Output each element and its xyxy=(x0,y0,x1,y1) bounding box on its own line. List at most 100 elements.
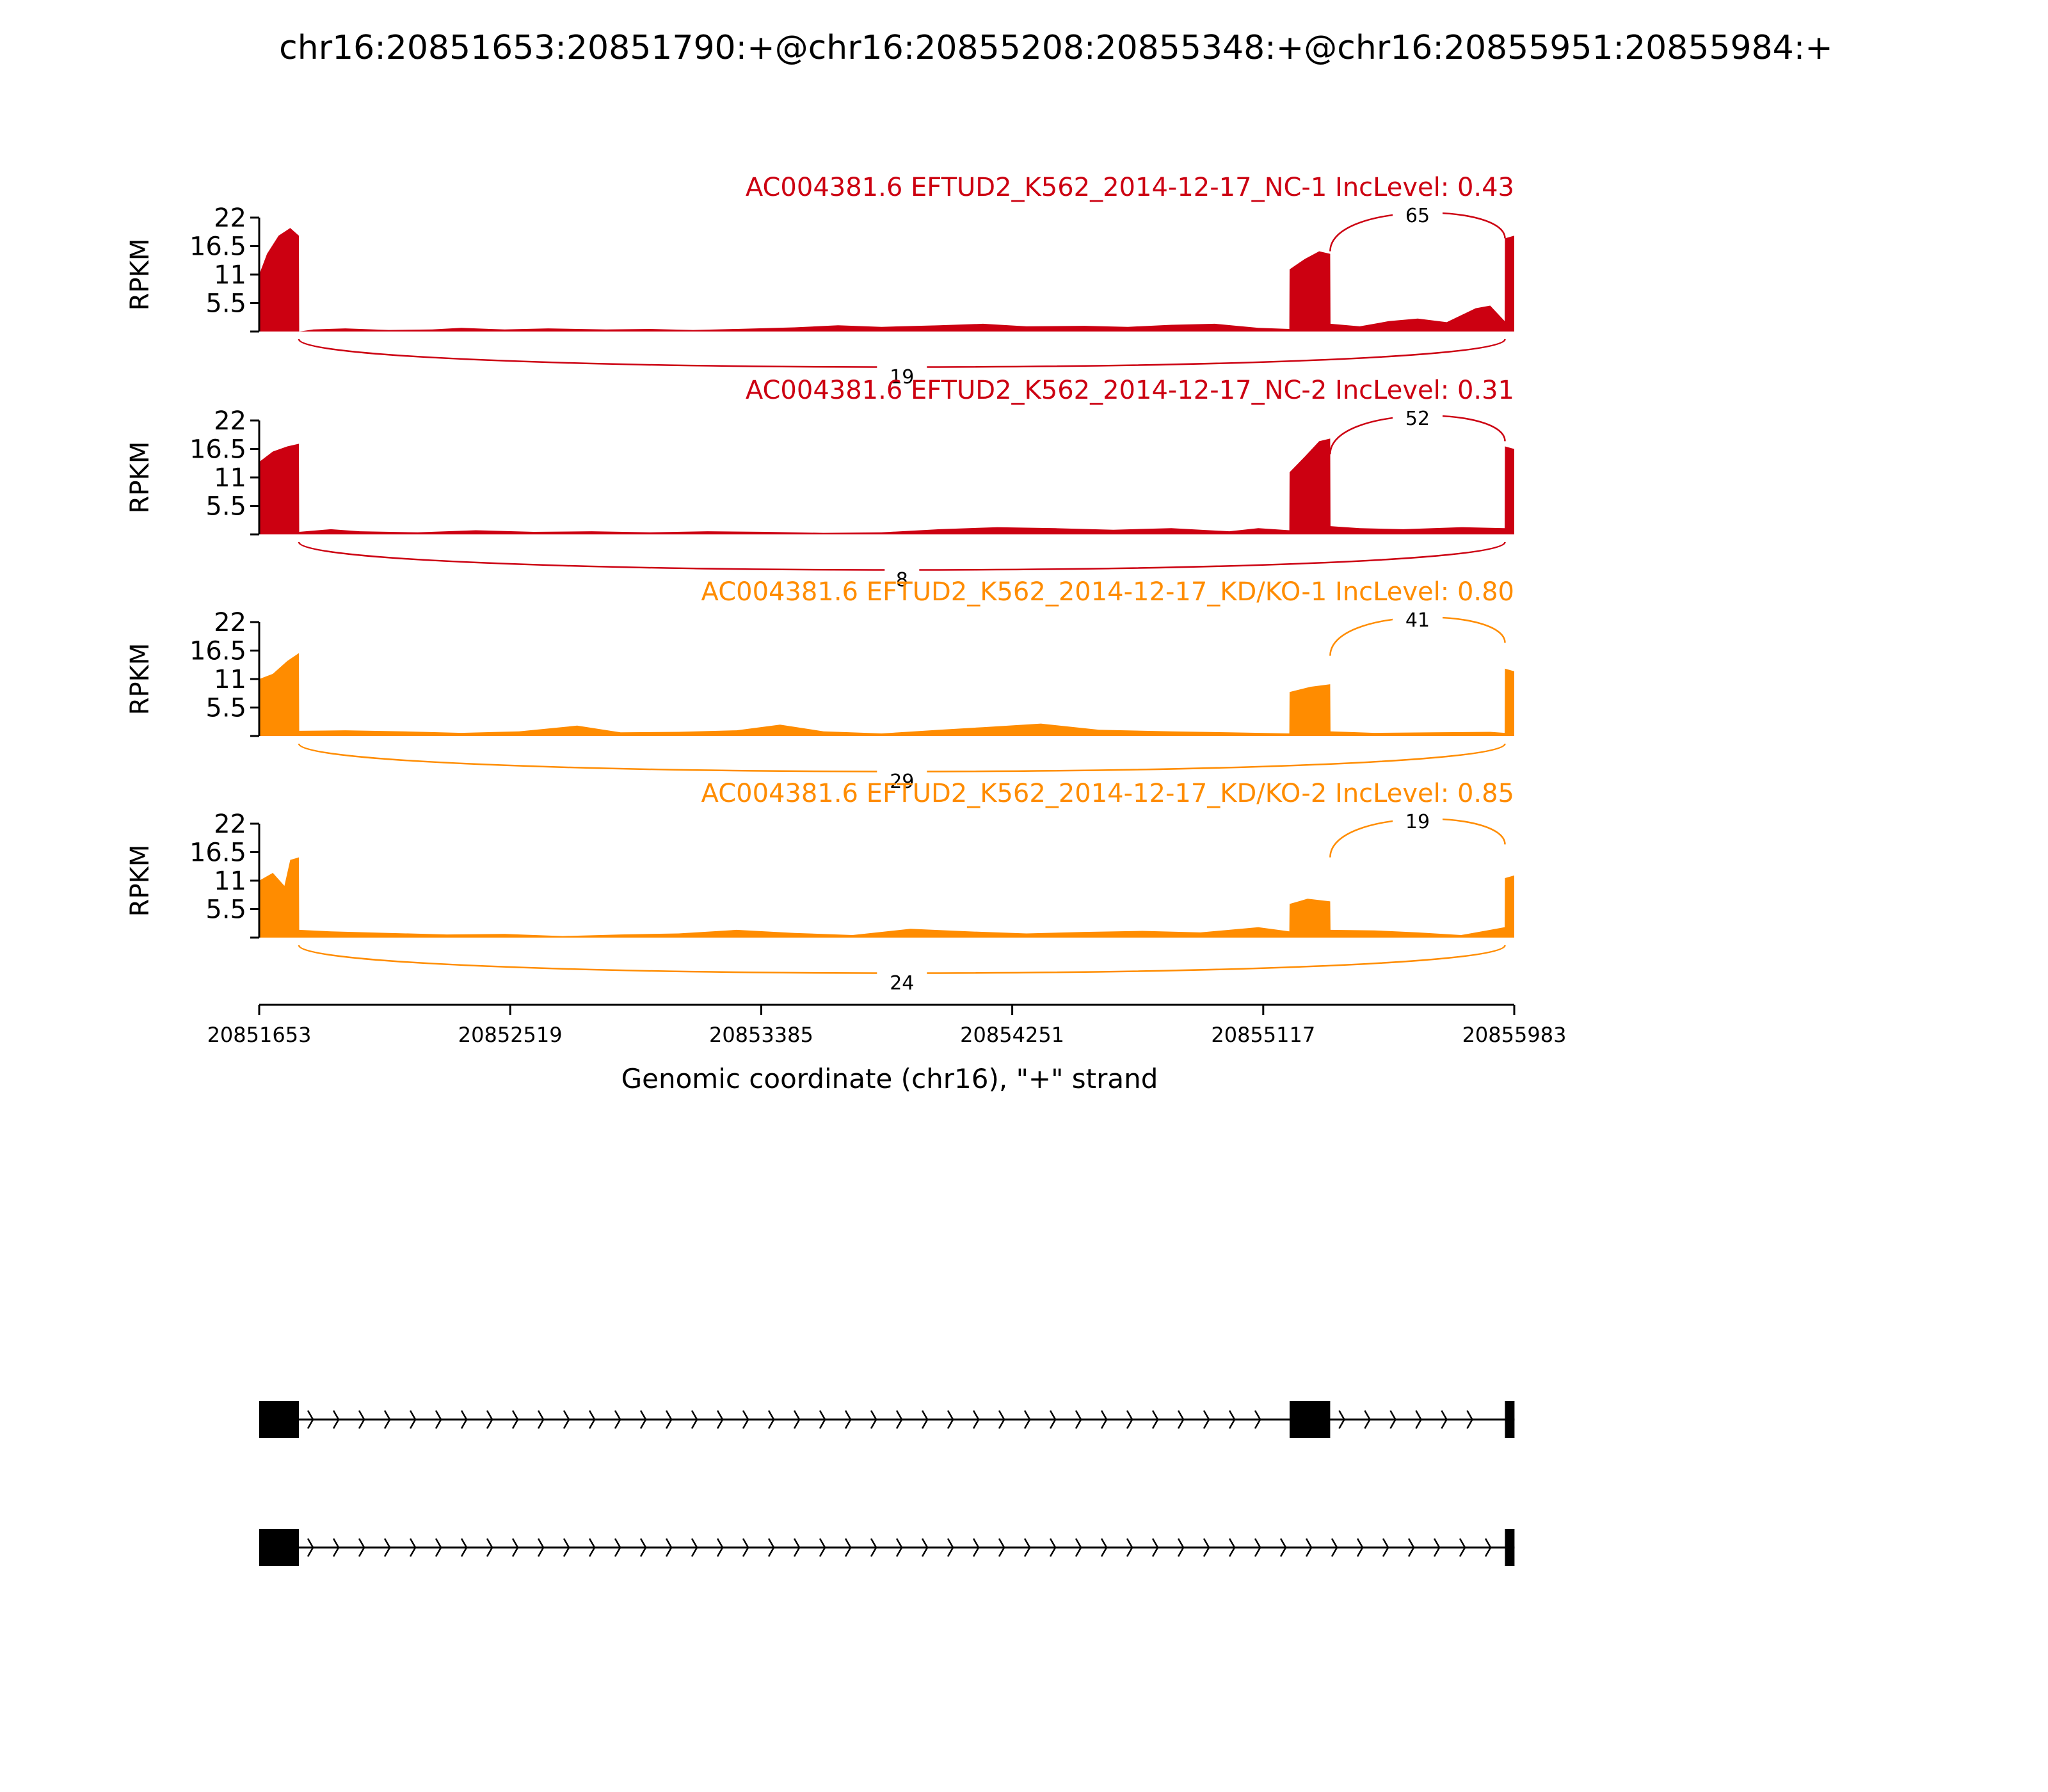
strand-arrow xyxy=(1254,1538,1261,1557)
junction-count-box xyxy=(877,364,927,389)
strand-arrow xyxy=(486,1538,493,1557)
y-tick-label: 22 xyxy=(214,406,246,436)
strand-arrow xyxy=(1389,1410,1396,1429)
strand-arrow xyxy=(1433,1538,1441,1557)
junction-arc xyxy=(298,541,1506,571)
strand-arrow xyxy=(1254,1410,1261,1429)
y-tick-label: 11 xyxy=(214,867,246,896)
strand-arrow xyxy=(511,1410,519,1429)
strand-arrow xyxy=(409,1538,417,1557)
strand-arrow xyxy=(742,1410,749,1429)
strand-arrow xyxy=(639,1538,647,1557)
x-axis-label: Genomic coordinate (chr16), "+" strand xyxy=(621,1063,1158,1094)
strand-arrow xyxy=(588,1410,596,1429)
strand-arrow xyxy=(1023,1538,1031,1557)
strand-arrow xyxy=(383,1538,391,1557)
track-title: AC004381.6 EFTUD2_K562_2014-12-17_NC-2 I… xyxy=(746,376,1514,405)
strand-arrow xyxy=(895,1538,903,1557)
strand-arrow xyxy=(1177,1538,1185,1557)
strand-arrow xyxy=(1203,1410,1210,1429)
strand-arrow xyxy=(614,1538,621,1557)
track-title: AC004381.6 EFTUD2_K562_2014-12-17_KD/KO-… xyxy=(701,577,1514,607)
strand-arrow xyxy=(563,1410,570,1429)
x-tick-label: 20852519 xyxy=(458,1023,563,1047)
junction-arc xyxy=(298,945,1506,974)
exon-block xyxy=(1505,1401,1515,1438)
strand-arrow xyxy=(1466,1410,1473,1429)
strand-arrow xyxy=(921,1538,929,1557)
exon-block xyxy=(259,1401,299,1438)
strand-arrow xyxy=(1100,1538,1108,1557)
strand-arrow xyxy=(358,1410,365,1429)
strand-arrow xyxy=(563,1538,570,1557)
junction-count-box xyxy=(1393,405,1443,431)
strand-arrow xyxy=(895,1410,903,1429)
strand-arrow xyxy=(614,1410,621,1429)
strand-arrow xyxy=(486,1410,493,1429)
strand-arrow xyxy=(1356,1538,1364,1557)
y-tick-label: 16.5 xyxy=(189,435,246,465)
strand-arrow xyxy=(1075,1538,1082,1557)
strand-arrow xyxy=(1279,1538,1287,1557)
strand-arrow xyxy=(1203,1538,1210,1557)
exon-block xyxy=(259,1529,299,1566)
coverage-area xyxy=(259,228,1514,332)
y-tick-label: 22 xyxy=(214,608,246,637)
strand-arrow xyxy=(1151,1538,1159,1557)
junction-count: 24 xyxy=(890,972,914,995)
strand-arrow xyxy=(409,1410,417,1429)
x-tick-label: 20854251 xyxy=(960,1023,1064,1047)
strand-arrow xyxy=(691,1410,698,1429)
x-tick-label: 20855117 xyxy=(1211,1023,1315,1047)
y-tick-label: 16.5 xyxy=(189,637,246,666)
strand-arrow xyxy=(1484,1538,1492,1557)
strand-arrow xyxy=(767,1538,775,1557)
y-tick-label: 11 xyxy=(214,260,246,290)
strand-arrow xyxy=(435,1538,442,1557)
strand-arrow xyxy=(716,1410,724,1429)
junction-arc xyxy=(298,743,1506,772)
junction-count: 29 xyxy=(890,771,914,793)
y-tick-label: 5.5 xyxy=(205,492,246,522)
strand-arrow xyxy=(1441,1410,1448,1429)
y-axis-label: RPKM xyxy=(125,643,155,716)
chart-title: chr16:20851653:20851790:+@chr16:20855208… xyxy=(279,29,1833,67)
strand-arrow xyxy=(639,1410,647,1429)
junction-count-box xyxy=(1393,202,1443,228)
strand-arrow xyxy=(716,1538,724,1557)
strand-arrow xyxy=(793,1538,801,1557)
strand-arrow xyxy=(1338,1410,1345,1429)
junction-count-box xyxy=(1393,607,1443,632)
strand-arrow xyxy=(307,1538,314,1557)
strand-arrow xyxy=(1049,1410,1057,1429)
strand-arrow xyxy=(947,1538,954,1557)
junction-count: 19 xyxy=(1405,811,1430,833)
junction-count-box xyxy=(884,566,920,592)
strand-arrow xyxy=(921,1410,929,1429)
strand-arrow xyxy=(383,1410,391,1429)
y-axis-label: RPKM xyxy=(125,845,155,917)
strand-arrow xyxy=(1228,1538,1236,1557)
strand-arrow xyxy=(1407,1538,1415,1557)
strand-arrow xyxy=(998,1538,1005,1557)
strand-arrow xyxy=(511,1538,519,1557)
strand-arrow xyxy=(332,1410,340,1429)
strand-arrow xyxy=(1075,1410,1082,1429)
strand-arrow xyxy=(767,1410,775,1429)
y-axis-label: RPKM xyxy=(125,239,155,311)
strand-arrow xyxy=(1228,1410,1236,1429)
y-tick-label: 16.5 xyxy=(189,232,246,262)
strand-arrow xyxy=(1331,1538,1338,1557)
y-tick-label: 11 xyxy=(214,463,246,493)
strand-arrow xyxy=(1100,1410,1108,1429)
strand-arrow xyxy=(1151,1410,1159,1429)
x-tick-label: 20853385 xyxy=(709,1023,813,1047)
strand-arrow xyxy=(665,1538,673,1557)
strand-arrow xyxy=(1049,1538,1057,1557)
strand-arrow xyxy=(1023,1410,1031,1429)
coverage-area xyxy=(259,653,1514,736)
track-title: AC004381.6 EFTUD2_K562_2014-12-17_NC-1 I… xyxy=(746,173,1514,202)
